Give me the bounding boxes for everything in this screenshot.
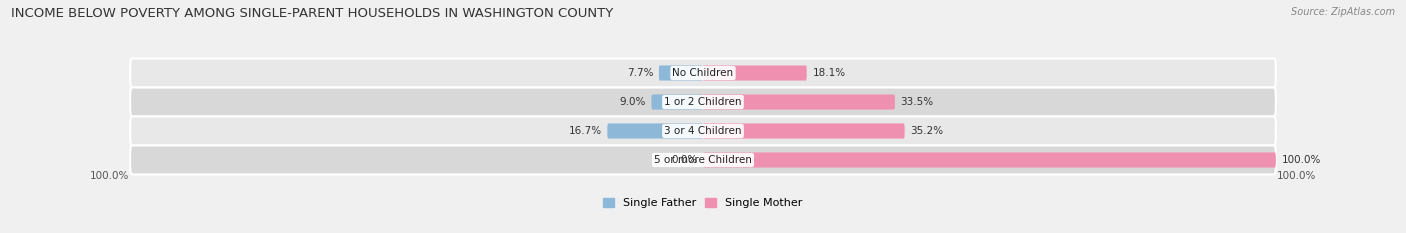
FancyBboxPatch shape <box>703 152 1275 168</box>
Text: 16.7%: 16.7% <box>568 126 602 136</box>
FancyBboxPatch shape <box>131 116 1275 145</box>
FancyBboxPatch shape <box>607 123 703 139</box>
FancyBboxPatch shape <box>659 65 703 81</box>
Text: INCOME BELOW POVERTY AMONG SINGLE-PARENT HOUSEHOLDS IN WASHINGTON COUNTY: INCOME BELOW POVERTY AMONG SINGLE-PARENT… <box>11 7 613 20</box>
FancyBboxPatch shape <box>703 94 894 110</box>
Text: 100.0%: 100.0% <box>90 171 129 181</box>
Text: 5 or more Children: 5 or more Children <box>654 155 752 165</box>
Text: 18.1%: 18.1% <box>813 68 845 78</box>
Text: 100.0%: 100.0% <box>1277 171 1316 181</box>
FancyBboxPatch shape <box>131 58 1275 88</box>
FancyBboxPatch shape <box>651 94 703 110</box>
Text: 9.0%: 9.0% <box>620 97 645 107</box>
FancyBboxPatch shape <box>131 88 1275 116</box>
Text: 3 or 4 Children: 3 or 4 Children <box>664 126 742 136</box>
Text: No Children: No Children <box>672 68 734 78</box>
Text: 7.7%: 7.7% <box>627 68 654 78</box>
Text: 35.2%: 35.2% <box>910 126 943 136</box>
Text: Source: ZipAtlas.com: Source: ZipAtlas.com <box>1291 7 1395 17</box>
FancyBboxPatch shape <box>703 123 904 139</box>
FancyBboxPatch shape <box>131 145 1275 175</box>
Text: 0.0%: 0.0% <box>671 155 697 165</box>
Text: 33.5%: 33.5% <box>901 97 934 107</box>
Text: 1 or 2 Children: 1 or 2 Children <box>664 97 742 107</box>
Text: 100.0%: 100.0% <box>1281 155 1320 165</box>
FancyBboxPatch shape <box>703 65 807 81</box>
Legend: Single Father, Single Mother: Single Father, Single Mother <box>599 194 807 213</box>
